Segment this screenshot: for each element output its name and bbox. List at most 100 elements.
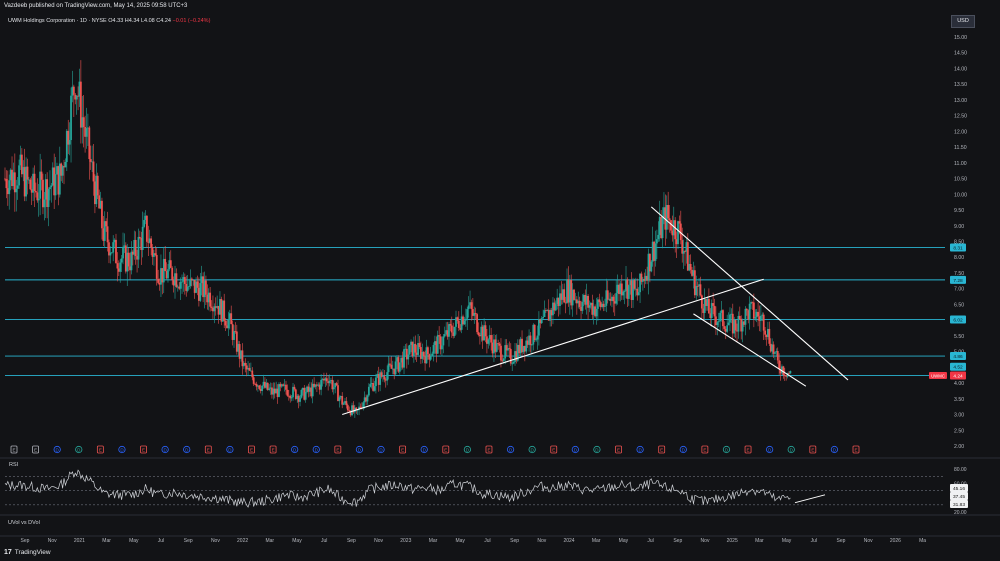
candle [283, 378, 286, 392]
candle-body [501, 360, 504, 362]
candle [113, 238, 116, 249]
marker-letter: E [617, 448, 620, 453]
candle [626, 277, 629, 307]
marker-letter: E [12, 448, 15, 453]
candle-body [522, 345, 525, 353]
candle [705, 298, 707, 311]
candle [183, 273, 186, 295]
candle-body [280, 384, 283, 387]
tradingview-logo[interactable]: 17 TradingView [4, 549, 51, 556]
candle [459, 324, 462, 332]
candle [588, 300, 591, 313]
marker-letter: D [574, 448, 578, 453]
candle [671, 215, 674, 242]
candle-body [292, 386, 294, 398]
candle [143, 212, 145, 229]
candle-body [133, 239, 136, 255]
candle-body [764, 330, 767, 335]
rsi-label[interactable]: RSI [9, 462, 19, 468]
candle-body [459, 327, 462, 330]
candle-body [508, 348, 511, 350]
candle [657, 221, 660, 242]
trendlines [342, 206, 849, 416]
candle-body [116, 263, 119, 269]
candle-body [422, 351, 425, 357]
candle-body [154, 253, 157, 255]
candle [190, 277, 193, 287]
candle [342, 401, 345, 405]
candle [202, 272, 205, 303]
candle [428, 353, 431, 368]
candle-body [307, 386, 310, 392]
candle-body [514, 351, 516, 362]
candle [314, 384, 317, 390]
marker-letter: D [358, 448, 362, 453]
candle [221, 300, 224, 322]
candle [209, 286, 212, 312]
candle-body [748, 303, 751, 320]
marker-letter: E [444, 448, 447, 453]
candle [523, 345, 526, 362]
candle [585, 283, 588, 315]
marker-frame [809, 445, 817, 454]
symbol-name: UWM Holdings Corporation · 1D · NYSE [8, 18, 107, 24]
currency-button[interactable]: USD [951, 15, 975, 28]
candle [772, 341, 775, 358]
candle [670, 220, 672, 234]
dividend-marker: D [766, 445, 774, 454]
candle [262, 374, 265, 389]
candle-body [625, 279, 627, 292]
candle-body [636, 288, 639, 296]
rsi-value-badge: 45.16 [950, 484, 968, 492]
candle-body [88, 127, 91, 160]
candle-body [656, 239, 658, 244]
candle-body [713, 305, 716, 317]
candle [740, 315, 743, 340]
candle [299, 394, 301, 407]
time-tick-label: May [292, 538, 302, 544]
candle [737, 311, 740, 339]
marker-frame [312, 445, 320, 454]
candle [522, 345, 525, 355]
candle-body [290, 397, 293, 399]
symbol-legend[interactable]: UWM Holdings Corporation · 1D · NYSE O4.… [8, 18, 210, 24]
candle [538, 311, 540, 346]
candle [435, 336, 438, 363]
candle-body [119, 262, 122, 272]
dividend-marker: D [118, 445, 126, 454]
candle [151, 243, 154, 265]
candle-body [783, 374, 786, 376]
candle-body [203, 280, 206, 298]
candle [78, 68, 81, 107]
volume-indicator-label[interactable]: UVol vs DVol [8, 520, 40, 526]
candle-body [611, 296, 613, 301]
candle-body [369, 384, 372, 387]
candle-body [366, 395, 369, 402]
candle [405, 343, 408, 369]
candle-body [415, 352, 418, 355]
candle [334, 382, 337, 394]
time-tick-label: 2024 [563, 538, 574, 544]
candle [254, 382, 256, 386]
dividend-marker: D [291, 445, 299, 454]
candle-body [400, 357, 403, 363]
candle-body [372, 383, 375, 391]
candle-body [613, 301, 616, 304]
candle-body [234, 331, 237, 332]
candle-body [435, 341, 438, 354]
candle-body [35, 191, 37, 193]
candle [647, 248, 650, 295]
candle-body [740, 318, 743, 332]
candle [394, 356, 397, 376]
candle [410, 339, 412, 353]
candle-body [434, 341, 436, 346]
candle [234, 322, 237, 334]
candle-body [553, 302, 556, 311]
candle [75, 94, 78, 115]
candle-body [58, 163, 61, 195]
candle [23, 148, 26, 202]
candle [116, 252, 119, 282]
candle-body [160, 268, 162, 285]
candle-body [578, 300, 581, 307]
